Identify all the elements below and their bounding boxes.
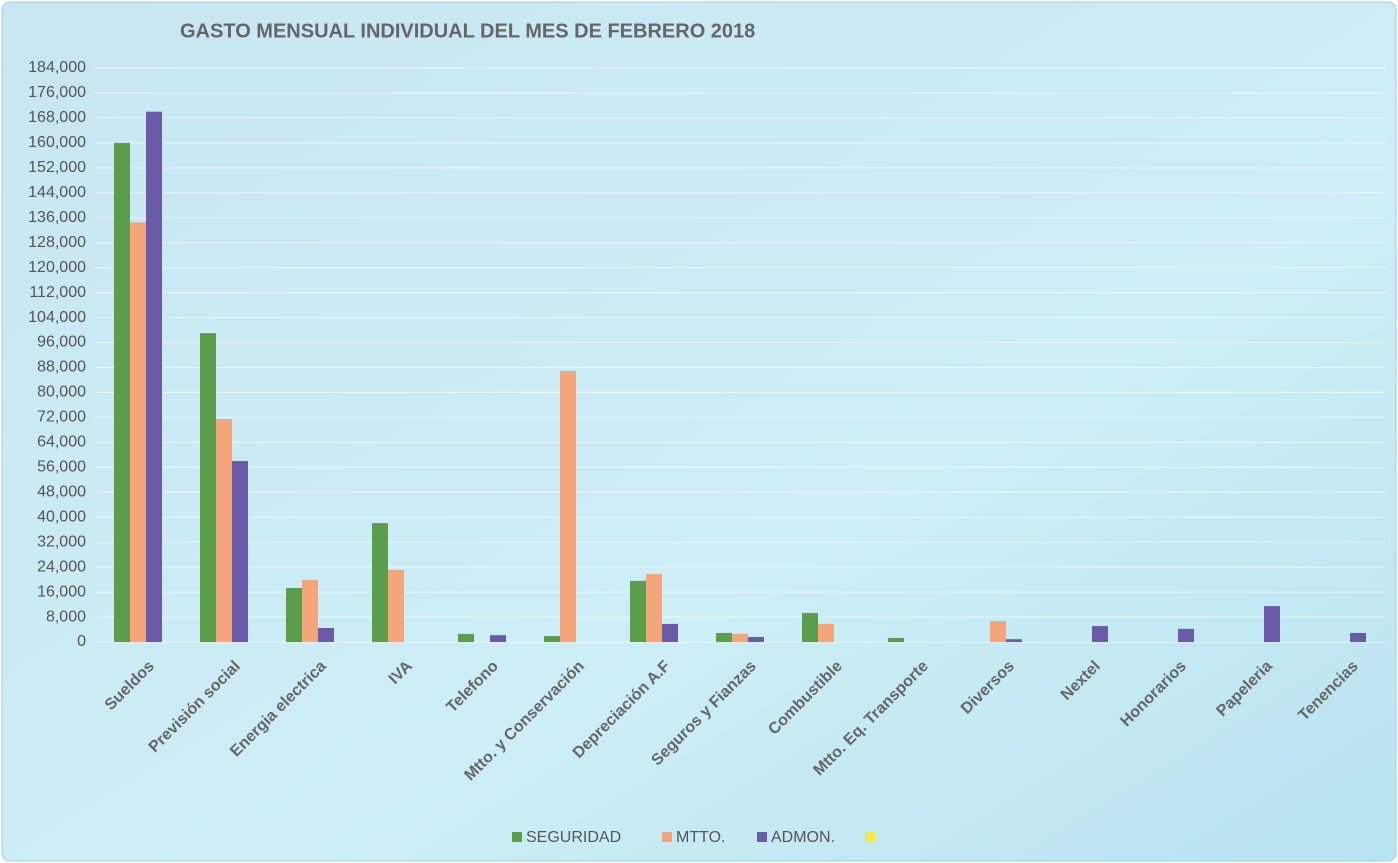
bar (130, 222, 146, 643)
y-tick-label: 64,000 (37, 434, 86, 451)
legend-swatch (662, 832, 672, 842)
y-tick-label: 112,000 (29, 284, 86, 301)
y-tick-label: 0 (77, 633, 86, 650)
bar (748, 637, 764, 642)
bar (646, 573, 662, 642)
bar (1092, 626, 1108, 642)
bar (802, 612, 818, 642)
y-tick-label: 128,000 (28, 234, 86, 251)
bar (216, 418, 232, 642)
y-tick-label: 184,000 (28, 59, 86, 76)
y-tick-label: 80,000 (37, 384, 86, 401)
y-tick-label: 24,000 (37, 558, 86, 575)
y-tick-label: 152,000 (28, 159, 86, 176)
bar (388, 569, 404, 642)
legend-label: MTTO. (676, 829, 725, 846)
y-tick-label: 32,000 (37, 533, 86, 550)
bar (146, 111, 162, 643)
legend-swatch (512, 832, 522, 842)
bar (716, 632, 732, 642)
bar (1350, 632, 1366, 642)
y-tick-label: 120,000 (28, 259, 86, 276)
bar (114, 142, 130, 642)
bar (232, 461, 248, 642)
y-tick-label: 40,000 (37, 508, 86, 525)
bar (286, 588, 302, 642)
legend-swatch (757, 832, 767, 842)
bar (318, 627, 334, 642)
y-tick-label: 144,000 (28, 184, 86, 201)
y-tick-label: 88,000 (37, 359, 86, 376)
y-tick-label: 168,000 (28, 109, 86, 126)
y-tick-label: 72,000 (37, 409, 86, 426)
y-tick-label: 56,000 (37, 459, 86, 476)
y-tick-label: 136,000 (28, 209, 86, 226)
bar (1178, 628, 1194, 642)
y-tick-label: 96,000 (37, 334, 86, 351)
legend-label: ADMON. (771, 829, 835, 846)
y-tick-label: 8,000 (46, 608, 86, 625)
bar (560, 370, 576, 642)
bar (662, 623, 678, 642)
bar (818, 623, 834, 642)
bar (372, 523, 388, 642)
bar (990, 621, 1006, 642)
bar (888, 637, 904, 642)
bar (1006, 639, 1022, 642)
legend-swatch (865, 832, 875, 842)
y-tick-label: 176,000 (28, 84, 86, 101)
bar (544, 636, 560, 642)
y-tick-label: 48,000 (37, 483, 86, 500)
y-tick-label: 16,000 (37, 583, 86, 600)
bar (732, 633, 748, 642)
y-tick-label: 160,000 (28, 134, 86, 151)
chart-title: GASTO MENSUAL INDIVIDUAL DEL MES DE FEBR… (180, 20, 755, 42)
bar (200, 333, 216, 642)
bar (630, 580, 646, 642)
bar (302, 579, 318, 642)
legend-label: SEGURIDAD (526, 829, 621, 846)
y-tick-label: 104,000 (28, 309, 86, 326)
bar (1264, 606, 1280, 642)
bar (458, 633, 474, 642)
bar (490, 635, 506, 642)
